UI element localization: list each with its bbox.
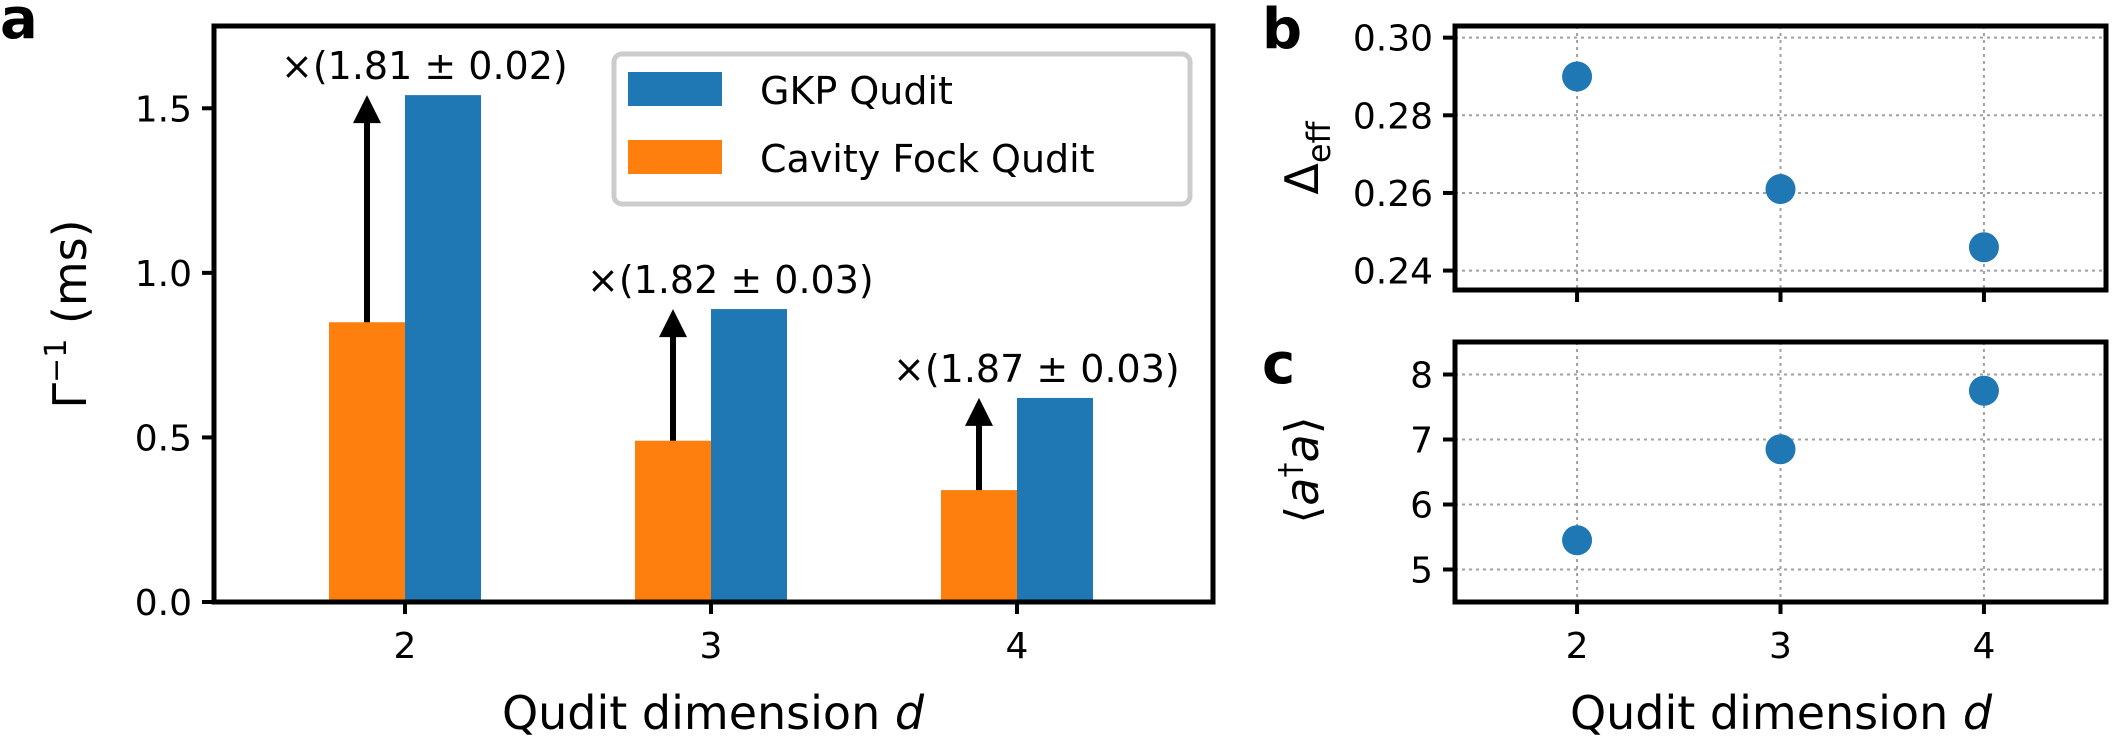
plot-frame-c — [1452, 339, 2109, 605]
grid-b — [1455, 26, 2106, 290]
grid-c — [1455, 342, 2106, 602]
occupation-scatter-panel: 5 6 7 8 2 3 4 Qudit dimension d ⟨a†a⟩ — [1273, 339, 2109, 740]
ratio-annotation-2: ×(1.81 ± 0.02) — [281, 44, 568, 88]
delta-scatter-panel: 0.24 0.26 0.28 0.30 Δeff — [1275, 19, 2109, 302]
y-tick-label-c: 5 — [1410, 551, 1433, 592]
data-point-c-4 — [1968, 375, 1999, 406]
y-tick-label-c: 6 — [1410, 486, 1433, 527]
y-tick-label-c: 7 — [1410, 421, 1433, 462]
y-axis-title-b: Δeff — [1275, 120, 1338, 194]
legend-label-gkp: GKP Qudit — [760, 69, 953, 113]
data-point-c-2 — [1562, 525, 1593, 556]
bar-group — [329, 95, 1093, 603]
points-b — [1562, 61, 1999, 263]
bar-fock-4 — [941, 490, 1017, 602]
y-tick-label-a: 1.5 — [135, 89, 192, 130]
ratio-annotation-4: ×(1.87 ± 0.03) — [893, 347, 1180, 391]
ratio-annotations: ×(1.81 ± 0.02) ×(1.82 ± 0.03) ×(1.87 ± 0.0… — [281, 44, 1180, 391]
bar-fock-3 — [635, 440, 711, 602]
y-tick-label-b: 0.28 — [1353, 96, 1433, 137]
x-ticks-c: 2 3 4 — [1566, 602, 1995, 667]
legend: GKP Qudit Cavity Fock Qudit — [611, 51, 1193, 207]
y-axis-title-a: Γ−1 (ms) — [39, 219, 97, 408]
panel-letter-c: c — [1262, 332, 1295, 397]
ratio-arrow-head-2 — [353, 95, 381, 124]
points-c — [1562, 375, 1999, 556]
data-point-c-3 — [1765, 434, 1796, 465]
plot-frame-a — [211, 23, 1216, 605]
data-point-b-3 — [1765, 174, 1796, 205]
x-tick-label-c: 3 — [1769, 626, 1792, 667]
bar-gkp-2 — [405, 95, 481, 603]
legend-swatch-gkp — [628, 72, 722, 106]
bar-gkp-4 — [1017, 397, 1093, 602]
legend-swatch-fock — [628, 140, 722, 174]
y-ticks-b: 0.24 0.26 0.28 0.30 — [1353, 19, 1455, 293]
panel-letter-b: b — [1262, 0, 1302, 62]
y-tick-label-a: 0.0 — [135, 583, 192, 624]
x-tick-label-c: 4 — [1972, 626, 1995, 667]
ratio-arrow-head-4 — [965, 397, 993, 426]
data-point-b-2 — [1562, 61, 1593, 92]
y-axis-title-c: ⟨a†a⟩ — [1273, 416, 1329, 523]
ratio-arrows — [353, 95, 993, 491]
legend-box — [611, 51, 1193, 207]
x-axis-title-a: Qudit dimension d — [502, 686, 925, 740]
y-tick-label-b: 0.26 — [1353, 174, 1433, 215]
plot-frame-b — [1452, 23, 2109, 293]
x-tick-label-a: 4 — [1006, 626, 1029, 667]
x-tick-label-c: 2 — [1566, 626, 1589, 667]
y-ticks-c: 5 6 7 8 — [1410, 356, 1455, 592]
ratio-arrow-head-3 — [659, 309, 687, 338]
x-tick-label-a: 3 — [700, 626, 723, 667]
x-ticks: 2 3 4 — [394, 602, 1029, 667]
y-tick-label-a: 1.0 — [135, 254, 192, 295]
bar-fock-2 — [329, 322, 405, 602]
data-point-b-4 — [1968, 232, 1999, 263]
panel-letter-a: a — [0, 0, 38, 52]
y-tick-label-a: 0.5 — [135, 418, 192, 459]
ratio-annotation-3: ×(1.82 ± 0.03) — [587, 258, 874, 302]
y-tick-label-b: 0.30 — [1353, 19, 1433, 60]
x-tick-label-a: 2 — [394, 626, 417, 667]
y-ticks: 0.0 0.5 1.0 1.5 — [135, 89, 214, 624]
bar-chart-panel: ×(1.81 ± 0.02) ×(1.82 ± 0.03) ×(1.87 ± 0.0… — [39, 23, 1216, 740]
y-tick-label-b: 0.24 — [1353, 252, 1433, 293]
bar-gkp-3 — [711, 309, 787, 602]
x-axis-title-c: Qudit dimension d — [1570, 686, 1993, 740]
legend-label-fock: Cavity Fock Qudit — [760, 137, 1095, 181]
y-tick-label-c: 8 — [1410, 356, 1433, 397]
